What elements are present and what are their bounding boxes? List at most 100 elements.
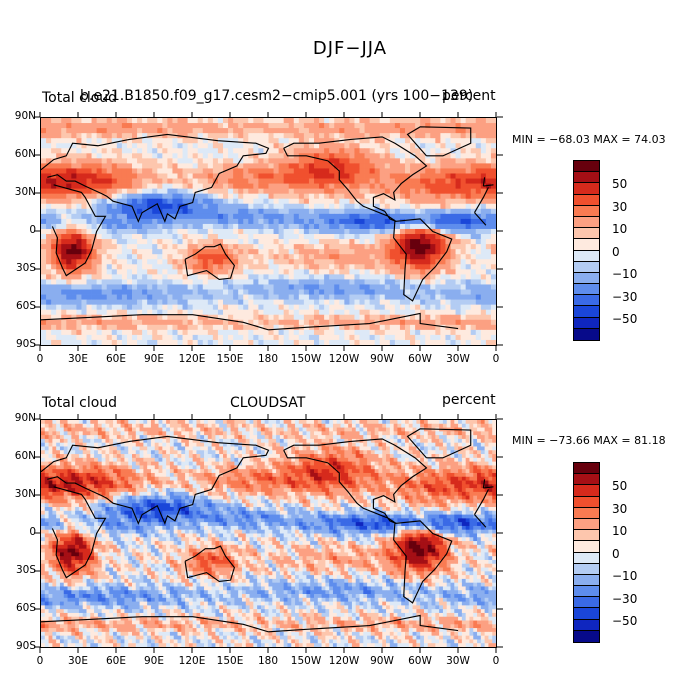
coastline: [184, 545, 236, 583]
colorbar-swatch: [574, 216, 599, 229]
lat-tick-label: 30S: [15, 564, 36, 576]
coastline: [483, 184, 494, 187]
colorbar-swatch: [574, 284, 599, 296]
lon-tick-label: 90W: [370, 655, 394, 667]
coastline: [268, 614, 459, 633]
lon-tick-label: 30E: [68, 655, 88, 667]
coastline: [393, 520, 453, 604]
colorbar-swatch: [574, 272, 599, 285]
lon-tick-label: 120E: [178, 655, 206, 667]
colorbar-swatch: [574, 463, 599, 475]
colorbar-model: [573, 160, 600, 341]
coastline: [41, 616, 269, 633]
colorbar-swatch: [574, 228, 599, 240]
coastline: [482, 177, 486, 187]
coastline: [482, 479, 486, 489]
colorbar-label: 10: [612, 524, 628, 538]
colorbar-swatch: [574, 261, 599, 273]
coastline: [474, 187, 489, 213]
colorbar-swatch: [574, 328, 599, 340]
colorbar-label: 0: [612, 546, 620, 561]
colorbar-swatch: [574, 474, 599, 486]
colorbar-swatch: [574, 239, 599, 251]
lon-tick-label: 60W: [408, 353, 432, 365]
colorbar-label: −10: [612, 267, 638, 281]
colorbar-swatch: [574, 597, 599, 609]
colorbar-label: 30: [612, 199, 628, 214]
colorbar-label: −30: [612, 289, 638, 304]
colorbar-swatch: [574, 250, 599, 262]
lon-tick-label: 30E: [68, 353, 88, 365]
colorbar-label: 50: [612, 177, 628, 191]
colorbar-swatch: [574, 630, 599, 642]
figure-title: DJF−JJA: [312, 38, 388, 59]
lon-tick-label: 0: [492, 353, 500, 365]
colorbar-label: −30: [612, 591, 638, 606]
panel-units-label: percent: [442, 88, 496, 104]
colorbar-label: −50: [612, 614, 638, 628]
lat-tick-label: 90N: [14, 110, 36, 122]
colorbar-label: 0: [612, 244, 620, 259]
map-model: [40, 117, 497, 346]
coastline: [268, 312, 459, 331]
coastline: [51, 184, 107, 277]
lat-tick-label: 30S: [15, 262, 36, 274]
coastline: [283, 136, 428, 222]
lon-tick-label: 30W: [446, 655, 470, 667]
lon-tick-label: 30W: [446, 353, 470, 365]
lon-tick-label: 150E: [216, 655, 244, 667]
colorbar-swatch: [574, 563, 599, 575]
colorbar-label: 30: [612, 501, 628, 516]
colorbar-swatch: [574, 518, 599, 531]
coastline: [474, 514, 487, 528]
panel-stats: MIN = −73.66 MAX = 81.18: [512, 434, 666, 447]
lon-tick-label: 60E: [106, 353, 126, 365]
colorbar-swatch: [574, 496, 599, 508]
colorbar-obs: [573, 462, 600, 643]
colorbar-swatch: [574, 507, 599, 519]
colorbar-swatch: [574, 317, 599, 329]
lat-tick-label: 60N: [14, 148, 36, 160]
colorbar-swatch: [574, 295, 599, 307]
panel-stats: MIN = −68.03 MAX = 74.03: [512, 133, 666, 146]
contour-field: [41, 420, 496, 647]
coastline: [41, 133, 270, 224]
coastline: [51, 486, 107, 579]
colorbar-swatch: [574, 586, 599, 598]
coastline: [406, 428, 472, 459]
colorbar-swatch: [574, 183, 599, 195]
coastline: [483, 486, 494, 489]
lon-tick-label: 90E: [144, 353, 164, 365]
lon-tick-label: 150W: [290, 353, 322, 365]
colorbar-swatch: [574, 161, 599, 173]
lat-tick-label: 30N: [14, 488, 36, 500]
coastline: [406, 126, 472, 157]
colorbar-label: −50: [612, 312, 638, 326]
lon-tick-label: 60E: [106, 655, 126, 667]
panel-center-label: CLOUDSAT: [230, 395, 306, 411]
map-obs: [40, 419, 497, 648]
coastline: [41, 314, 269, 331]
coastline: [283, 438, 428, 524]
coastline: [41, 435, 270, 526]
lat-tick-label: 0: [29, 526, 36, 538]
colorbar-swatch: [574, 541, 599, 553]
colorbar-swatch: [574, 608, 599, 620]
lat-tick-label: 60S: [15, 300, 36, 312]
panel-left-label: Total cloud: [42, 395, 118, 411]
lon-tick-label: 90E: [144, 655, 164, 667]
colorbar-label: −10: [612, 569, 638, 583]
lon-tick-label: 150W: [290, 655, 322, 667]
colorbar-swatch: [574, 205, 599, 217]
lon-tick-label: 180: [257, 655, 279, 667]
panel-center-label: b.e21.B1850.f09_g17.cesm2−cmip5.001 (yrs…: [80, 88, 474, 104]
lon-tick-label: 0: [492, 655, 500, 667]
colorbar-label: 50: [612, 479, 628, 493]
coastline: [184, 243, 236, 281]
colorbar-swatch: [574, 574, 599, 587]
colorbar-swatch: [574, 172, 599, 184]
contour-field: [41, 118, 496, 345]
lat-tick-label: 60S: [15, 602, 36, 614]
colorbar-swatch: [574, 530, 599, 542]
colorbar-swatch: [574, 194, 599, 206]
